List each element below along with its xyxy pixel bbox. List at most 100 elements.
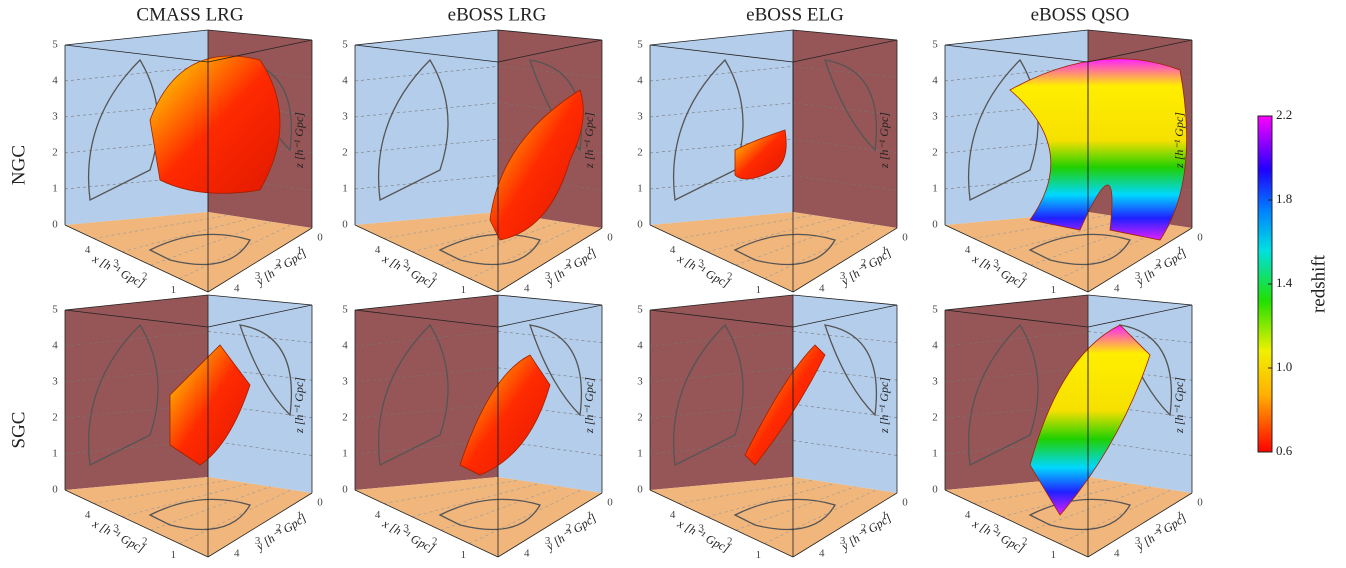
column-title: eBOSS LRG (448, 4, 547, 25)
z-tick-label: 1 (932, 448, 938, 460)
colorbar-tick-label: 0.6 (1276, 443, 1293, 458)
panel: 0123450123401234x [h⁻¹ Gpc]y [h⁻¹ Gpc]z … (932, 295, 1203, 563)
x-tick-label: 4 (85, 509, 91, 521)
x-tick-label: 4 (965, 244, 971, 256)
z-tick-label: 5 (52, 39, 58, 51)
z-tick-label: 3 (342, 376, 348, 388)
floor (65, 477, 312, 557)
floor (355, 212, 602, 292)
z-tick-label: 3 (342, 111, 348, 123)
column-title: eBOSS QSO (1031, 4, 1130, 25)
z-tick-label: 1 (637, 183, 643, 195)
z-tick-label: 3 (637, 111, 643, 123)
x-tick-label: 1 (756, 549, 762, 561)
colorbar-tick-label: 1.4 (1276, 275, 1293, 290)
z-axis-label: z [h⁻¹ Gpc] (582, 112, 596, 169)
z-tick-label: 0 (52, 219, 58, 231)
z-tick-label: 0 (342, 219, 348, 231)
z-tick-label: 3 (52, 376, 58, 388)
x-tick-label: 1 (756, 284, 762, 296)
z-tick-label: 0 (637, 484, 643, 496)
z-tick-label: 0 (932, 219, 938, 231)
y-tick-label: 4 (234, 548, 240, 560)
z-tick-label: 0 (932, 484, 938, 496)
z-axis-label: z [h⁻¹ Gpc] (292, 377, 306, 434)
z-tick-label: 5 (932, 39, 938, 51)
y-tick-label: 0 (607, 232, 613, 244)
z-tick-label: 5 (52, 304, 58, 316)
x-tick-label: 1 (171, 284, 177, 296)
panel: 0123450123401234x [h⁻¹ Gpc]y [h⁻¹ Gpc]z … (342, 30, 613, 310)
colorbar-tick-label: 1.0 (1276, 359, 1292, 374)
z-tick-label: 4 (342, 75, 348, 87)
y-tick-label: 4 (819, 283, 825, 295)
row-label: NGC (8, 145, 29, 185)
z-tick-label: 1 (342, 448, 348, 460)
floor (65, 212, 312, 292)
panel: 0123450123401234x [h⁻¹ Gpc]y [h⁻¹ Gpc]z … (52, 295, 323, 563)
z-axis-label: z [h⁻¹ Gpc] (877, 377, 891, 434)
y-tick-label: 0 (317, 232, 323, 244)
floor (650, 212, 897, 292)
z-tick-label: 2 (932, 412, 938, 424)
x-tick-label: 4 (965, 509, 971, 521)
z-tick-label: 3 (932, 376, 938, 388)
panel: 0123450123401234x [h⁻¹ Gpc]y [h⁻¹ Gpc]z … (52, 30, 323, 310)
z-axis-label: z [h⁻¹ Gpc] (292, 112, 306, 169)
z-tick-label: 1 (52, 183, 58, 195)
y-tick-label: 4 (524, 283, 530, 295)
row-label: SGC (8, 412, 29, 449)
x-tick-label: 4 (85, 244, 91, 256)
z-tick-label: 5 (932, 304, 938, 316)
z-axis-label: z [h⁻¹ Gpc] (877, 112, 891, 169)
z-tick-label: 0 (52, 484, 58, 496)
z-tick-label: 2 (932, 147, 938, 159)
z-tick-label: 2 (342, 412, 348, 424)
z-tick-label: 3 (52, 111, 58, 123)
z-tick-label: 4 (52, 75, 58, 87)
y-tick-label: 0 (1197, 497, 1203, 509)
z-tick-label: 2 (637, 147, 643, 159)
z-tick-label: 4 (637, 75, 643, 87)
z-axis-label: z [h⁻¹ Gpc] (1172, 112, 1186, 169)
column-title: CMASS LRG (136, 4, 243, 25)
x-tick-label: 1 (171, 549, 177, 561)
z-tick-label: 3 (932, 111, 938, 123)
z-tick-label: 2 (637, 412, 643, 424)
z-tick-label: 1 (52, 448, 58, 460)
z-tick-label: 2 (342, 147, 348, 159)
x-tick-label: 1 (461, 284, 467, 296)
floor (355, 477, 602, 557)
y-tick-label: 4 (1114, 283, 1120, 295)
z-axis-label: z [h⁻¹ Gpc] (1172, 377, 1186, 434)
colorbar-label: redshift (1308, 254, 1329, 313)
x-tick-label: 1 (1051, 284, 1057, 296)
z-tick-label: 5 (342, 39, 348, 51)
z-tick-label: 4 (932, 340, 938, 352)
z-tick-label: 1 (637, 448, 643, 460)
floor (650, 477, 897, 557)
z-tick-label: 2 (52, 412, 58, 424)
x-tick-label: 4 (375, 244, 381, 256)
z-tick-label: 4 (932, 75, 938, 87)
x-tick-label: 1 (461, 549, 467, 561)
panel: 0123450123401234x [h⁻¹ Gpc]y [h⁻¹ Gpc]z … (637, 295, 908, 563)
z-tick-label: 5 (637, 39, 643, 51)
z-tick-label: 5 (637, 304, 643, 316)
x-tick-label: 1 (1051, 549, 1057, 561)
y-tick-label: 0 (607, 497, 613, 509)
y-tick-label: 4 (234, 283, 240, 295)
x-tick-label: 4 (670, 244, 676, 256)
y-tick-label: 0 (902, 232, 908, 244)
colorbar-tick-label: 1.8 (1276, 191, 1292, 206)
panel: 0123450123401234x [h⁻¹ Gpc]y [h⁻¹ Gpc]z … (637, 30, 908, 310)
z-tick-label: 1 (932, 183, 938, 195)
panel: 0123450123401234x [h⁻¹ Gpc]y [h⁻¹ Gpc]z … (342, 295, 613, 563)
y-tick-label: 0 (317, 497, 323, 509)
z-axis-label: z [h⁻¹ Gpc] (582, 377, 596, 434)
y-tick-label: 0 (902, 497, 908, 509)
z-tick-label: 4 (637, 340, 643, 352)
z-tick-label: 4 (52, 340, 58, 352)
z-tick-label: 3 (637, 376, 643, 388)
column-title: eBOSS ELG (746, 4, 844, 25)
